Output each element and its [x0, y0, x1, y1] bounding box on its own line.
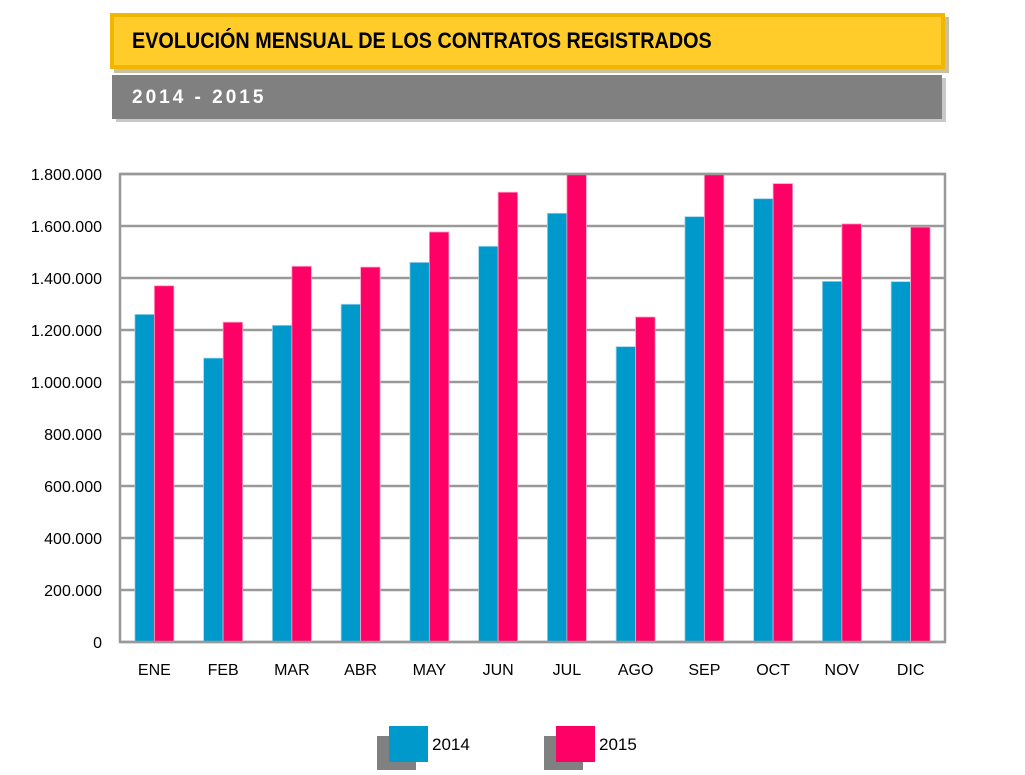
bar-2015-nov	[841, 223, 862, 643]
bar-2014-jun	[478, 245, 499, 643]
y-tick-label: 0	[93, 635, 102, 652]
x-tick-label: JUL	[553, 662, 582, 679]
subtitle-banner: 2014 - 2015	[112, 75, 942, 119]
y-tick-label: 800.000	[44, 427, 102, 444]
bar-2014-oct	[753, 198, 774, 643]
x-tick-label: OCT	[756, 662, 790, 679]
legend-swatch-2015	[556, 726, 595, 762]
bar-2014-feb	[203, 357, 224, 643]
bar-2014-ene	[134, 313, 155, 643]
bar-2015-jul	[566, 173, 587, 643]
x-tick-label: SEP	[688, 662, 720, 679]
x-tick-label: ENE	[138, 662, 171, 679]
bar-2015-may	[428, 231, 450, 643]
bar-2015-ene	[153, 285, 175, 643]
y-tick-label: 200.000	[44, 583, 102, 600]
x-tick-label: NOV	[825, 662, 860, 679]
x-tick-label: ABR	[344, 662, 377, 679]
x-tick-label: MAR	[274, 662, 310, 679]
x-tick-label: DIC	[897, 662, 925, 679]
y-tick-label: 400.000	[44, 531, 102, 548]
y-tick-label: 1.400.000	[31, 271, 102, 288]
bar-2014-jul	[546, 212, 568, 643]
bar-2015-ago	[635, 316, 656, 643]
bar-2015-oct	[772, 183, 794, 643]
x-tick-label: MAY	[413, 662, 447, 679]
bar-2015-dic	[910, 226, 931, 643]
title-banner: EVOLUCIÓN MENSUAL DE LOS CONTRATOS REGIS…	[110, 13, 945, 69]
x-tick-label: JUN	[483, 662, 514, 679]
legend-swatch-2014	[389, 726, 428, 762]
legend-label-2014: 2014	[432, 735, 470, 754]
plot-border	[118, 172, 947, 644]
bar-2014-mar	[271, 324, 293, 643]
bar-2014-nov	[821, 280, 843, 643]
y-tick-label: 1.000.000	[31, 375, 102, 392]
bar-2014-sep	[684, 216, 705, 643]
bar-2015-mar	[291, 265, 312, 643]
y-tick-label: 1.600.000	[31, 219, 102, 236]
bar-2015-abr	[360, 266, 381, 643]
bar-2014-abr	[340, 303, 362, 643]
chart-title: EVOLUCIÓN MENSUAL DE LOS CONTRATOS REGIS…	[132, 28, 712, 53]
y-tick-label: 1.800.000	[31, 167, 102, 184]
bar-2014-may	[409, 261, 430, 643]
x-tick-label: FEB	[208, 662, 239, 679]
legend-label-2015: 2015	[599, 735, 637, 754]
bar-2015-feb	[222, 321, 244, 643]
chart-subtitle: 2014 - 2015	[132, 87, 267, 108]
bar-2014-dic	[890, 281, 912, 643]
y-tick-label: 1.200.000	[31, 323, 102, 340]
y-tick-label: 600.000	[44, 479, 102, 496]
bar-chart: 0 200.000 400.000 600.000 800.000 1.000.000 1.…	[31, 167, 947, 679]
x-tick-label: AGO	[618, 662, 654, 679]
bar-2015-sep	[703, 173, 725, 643]
bar-2014-ago	[615, 346, 637, 643]
bar-2015-jun	[497, 191, 519, 643]
